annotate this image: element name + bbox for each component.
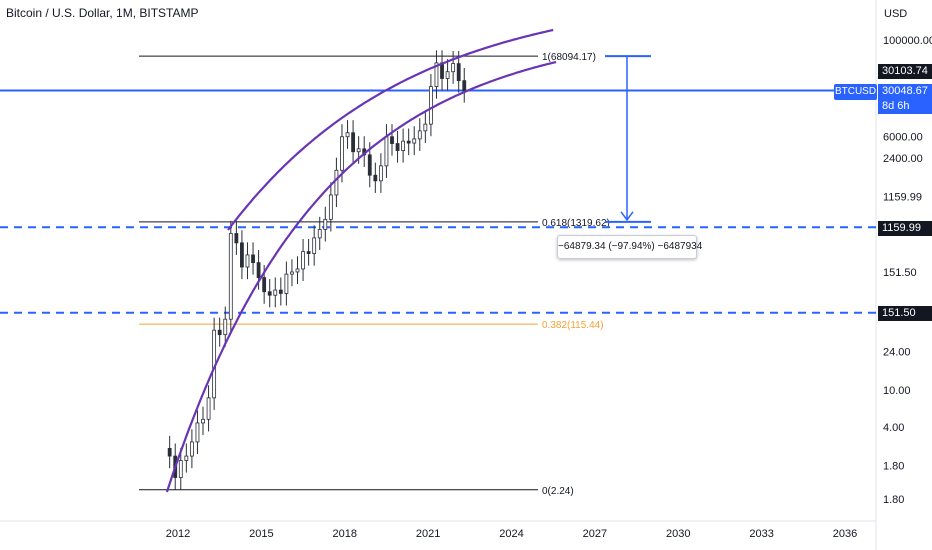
current-price-tag: 30048.67 xyxy=(878,84,932,99)
fib-level-0382-label: 0.382(115.44) xyxy=(542,320,604,331)
candle xyxy=(406,140,411,144)
candle xyxy=(278,289,283,294)
y-tick-label: 1.80 xyxy=(883,494,904,506)
candle xyxy=(234,233,239,244)
candle xyxy=(356,148,361,153)
candle xyxy=(434,62,439,87)
candle xyxy=(262,277,267,293)
candle xyxy=(240,242,244,268)
candle xyxy=(256,262,261,278)
chart-title: Bitcoin / U.S. Dollar, 1M, BITSTAMP xyxy=(6,6,199,20)
x-tick-label: 2015 xyxy=(249,528,273,540)
candle xyxy=(417,130,422,140)
candle xyxy=(284,273,289,294)
y-tick-label: 1.80 xyxy=(883,460,904,472)
candle xyxy=(367,154,372,176)
y-tick-label: 151.50 xyxy=(883,267,917,279)
x-tick-label: 2033 xyxy=(749,528,773,540)
lower-curve[interactable] xyxy=(165,60,557,493)
candle xyxy=(462,80,467,91)
candle xyxy=(295,268,300,273)
y-tick-label: 100000.00 xyxy=(883,35,932,47)
candle xyxy=(384,136,389,167)
x-tick-label: 2027 xyxy=(583,528,607,540)
candle xyxy=(340,136,344,171)
y-tick-label: 6000.00 xyxy=(883,132,923,144)
candle xyxy=(328,194,333,220)
candle xyxy=(373,174,378,182)
measure-arrow-head xyxy=(620,211,634,222)
candle xyxy=(412,138,417,144)
candle xyxy=(451,63,456,73)
candle xyxy=(401,140,406,151)
candle xyxy=(378,165,383,182)
candle xyxy=(167,448,172,457)
x-tick-label: 2021 xyxy=(416,528,440,540)
candle xyxy=(456,63,461,82)
candle xyxy=(312,237,317,254)
x-tick-label: 2024 xyxy=(499,528,523,540)
candle xyxy=(201,418,205,424)
candle xyxy=(445,71,450,79)
measure-tooltip[interactable]: −64879.34 (−97.94%) −6487934 xyxy=(557,235,702,259)
y-tick-label: 2400.00 xyxy=(883,153,923,165)
candle xyxy=(423,123,428,132)
level-1159-tag: 1159.99 xyxy=(878,221,932,236)
x-tick-label: 2012 xyxy=(166,528,190,540)
candle xyxy=(306,251,311,254)
candle xyxy=(195,422,200,443)
candle xyxy=(245,254,250,268)
candle xyxy=(223,318,228,336)
candle xyxy=(334,169,339,196)
x-tick-label: 2036 xyxy=(833,528,857,540)
candle xyxy=(429,86,433,125)
y-tick-label: 1159.99 xyxy=(883,192,922,204)
candle xyxy=(290,271,294,275)
candle xyxy=(267,291,272,296)
x-tick-label: 2018 xyxy=(333,528,357,540)
candle xyxy=(273,289,278,296)
candle xyxy=(351,132,355,153)
y-tick-label: 24.00 xyxy=(883,347,911,359)
upper-curve[interactable] xyxy=(227,28,554,231)
level-151-tag: 151.50 xyxy=(878,306,932,321)
fib-level-0618-label: 0.618(1319.62) xyxy=(542,218,610,229)
y-tick-label: 10.00 xyxy=(883,385,911,397)
candle xyxy=(317,229,322,239)
last-high-price-tag: 30103.74 xyxy=(878,64,932,79)
symbol-tag: BTCUSD xyxy=(834,84,877,100)
candle xyxy=(301,251,305,270)
x-tick-label: 2030 xyxy=(666,528,690,540)
candle xyxy=(390,136,394,144)
candle xyxy=(251,254,255,263)
candle xyxy=(217,329,222,336)
y-tick-label: 4.00 xyxy=(883,422,904,434)
candle xyxy=(323,218,328,230)
candle xyxy=(206,397,211,420)
candle xyxy=(228,233,233,320)
candle xyxy=(178,460,183,478)
candle xyxy=(184,455,189,461)
countdown-tag: 8d 6h xyxy=(878,99,932,114)
candle xyxy=(345,132,350,138)
currency-label: USD xyxy=(884,8,908,20)
fib-level-0-label: 0(2.24) xyxy=(542,486,574,497)
fib-level-1-label: 1(68094.17) xyxy=(542,52,596,63)
candle xyxy=(395,143,400,151)
candle xyxy=(189,441,194,457)
